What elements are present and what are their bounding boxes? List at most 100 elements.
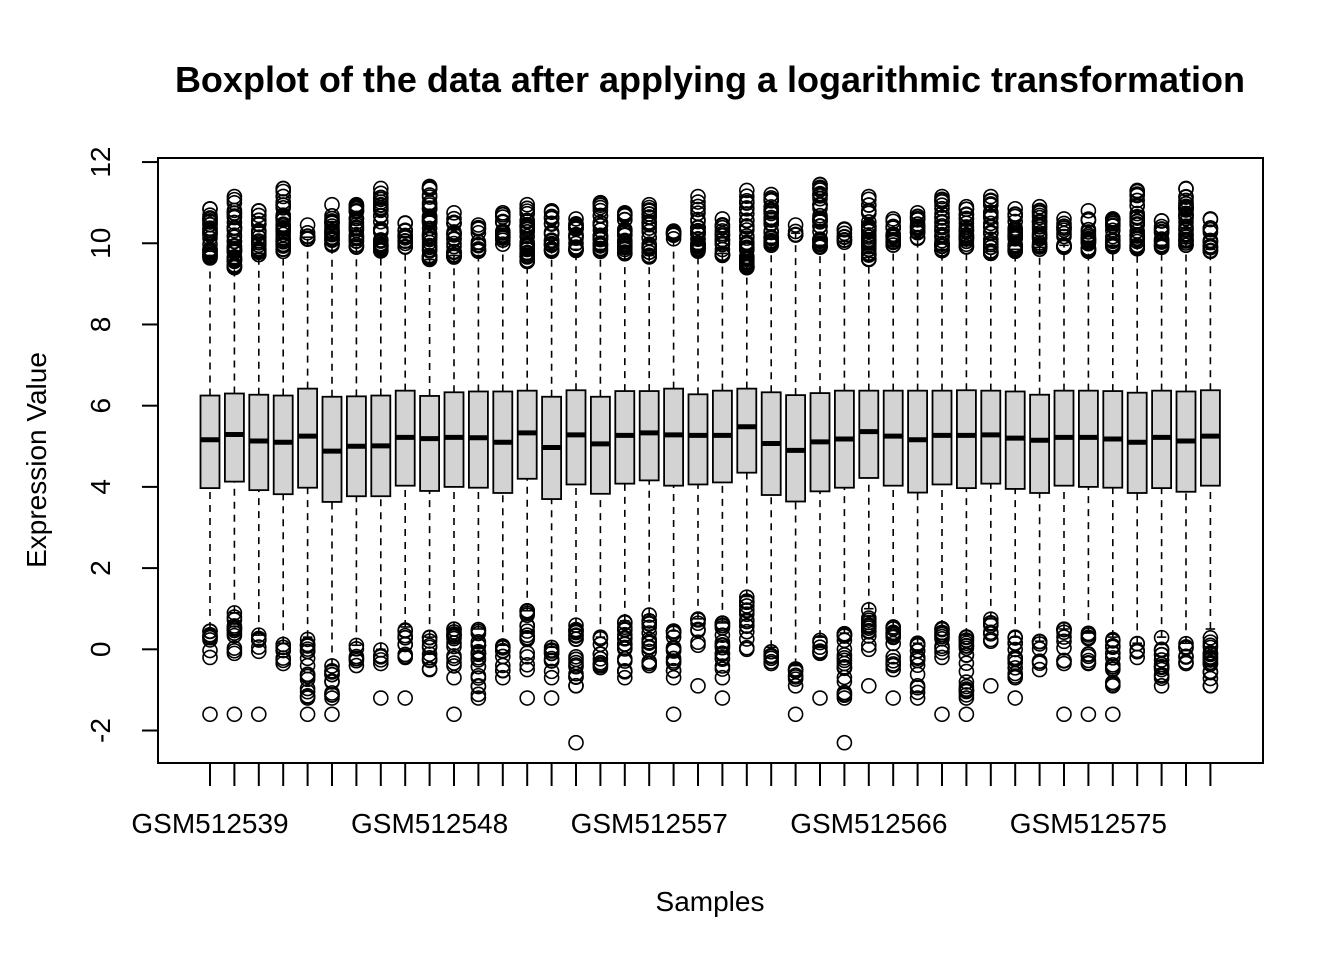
outlier-point: [519, 690, 536, 706]
x-tick-label: GSM512575: [1010, 808, 1167, 839]
chart-title: Boxplot of the data after applying a log…: [175, 59, 1245, 100]
box-iqr: [223, 392, 245, 483]
outlier-point: [324, 196, 340, 213]
outlier-point: [641, 196, 658, 213]
outlier-point: [738, 598, 755, 614]
x-tick-label: GSM512566: [790, 808, 947, 839]
outlier-point: [202, 706, 218, 723]
outlier-point: [543, 653, 560, 669]
outlier-point: [738, 212, 755, 229]
sample-box: [931, 188, 953, 723]
outlier-point: [299, 638, 316, 654]
outlier-point: [568, 654, 584, 671]
outlier-point: [470, 637, 487, 654]
outlier-point: [226, 242, 243, 258]
outlier-point: [836, 232, 853, 248]
x-axis: GSM512539 GSM512548 GSM512557 GSM512566 GSM5…: [131, 763, 1212, 839]
outlier-point: [690, 615, 706, 632]
outlier-point: [641, 657, 658, 674]
outlier-point: [372, 233, 389, 249]
outlier-point: [250, 202, 267, 219]
sample-box: [882, 211, 904, 706]
outlier-point: [348, 202, 365, 219]
outlier-point: [982, 218, 999, 235]
outlier-point: [494, 662, 511, 679]
outlier-point: [1080, 243, 1097, 259]
outlier-point: [568, 239, 584, 255]
outlier-point: [860, 188, 877, 205]
outlier-point: [348, 657, 365, 674]
outlier-point: [397, 239, 414, 255]
box-iqr: [956, 389, 977, 490]
outlier-point: [763, 643, 780, 660]
outlier-point: [738, 593, 755, 609]
outlier-point: [299, 657, 316, 674]
outlier-point: [446, 648, 462, 664]
outlier-point: [324, 666, 340, 683]
outlier-point: [1105, 637, 1121, 654]
outlier-point: [738, 259, 755, 275]
outlier-point: [1153, 641, 1170, 658]
outlier-point: [348, 222, 365, 239]
outlier-point: [714, 235, 731, 251]
outlier-point: [372, 652, 389, 668]
outlier-point: [690, 188, 706, 205]
box-iqr: [687, 393, 709, 486]
outlier-point: [738, 182, 755, 199]
outlier-point: [519, 603, 536, 619]
outlier-point: [1105, 217, 1121, 234]
outlier-point: [860, 610, 877, 626]
outlier-point: [1153, 221, 1170, 238]
outlier-point: [665, 650, 682, 667]
outlier-point: [397, 629, 414, 646]
sample-box: [345, 196, 367, 674]
outlier-point: [665, 669, 682, 686]
outlier-point: [1056, 629, 1072, 645]
box-iqr: [1029, 393, 1050, 494]
outlier-point: [519, 212, 536, 229]
outlier-point: [763, 209, 780, 226]
outlier-point: [1129, 649, 1145, 666]
outlier-point: [1056, 633, 1072, 650]
outlier-point: [250, 706, 267, 723]
x-axis-label: Samples: [656, 886, 765, 917]
outlier-point: [860, 197, 877, 213]
y-tick-label: 10: [85, 228, 116, 259]
outlier-point: [1080, 230, 1097, 247]
outlier-point: [1129, 205, 1145, 222]
outlier-point: [275, 655, 292, 672]
outlier-point: [324, 226, 340, 243]
outlier-point: [714, 669, 731, 686]
outlier-point: [519, 649, 536, 665]
outlier-point: [860, 245, 877, 261]
outlier-point: [714, 645, 731, 661]
outlier-point: [470, 690, 487, 706]
outlier-point: [1202, 656, 1219, 673]
outlier-point: [860, 637, 877, 653]
outlier-point: [616, 669, 633, 686]
outlier-point: [738, 602, 755, 618]
outlier-point: [519, 631, 536, 648]
outlier-point: [250, 207, 267, 224]
outlier-point: [324, 662, 340, 679]
outlier-point: [1105, 211, 1121, 227]
outlier-point: [1080, 706, 1097, 723]
outlier-point: [1129, 198, 1145, 214]
outlier-point: [1056, 640, 1072, 656]
outlier-point: [714, 617, 731, 634]
outlier-point: [1105, 633, 1121, 649]
sample-box: [785, 217, 806, 723]
outlier-point: [860, 214, 877, 230]
outlier-point: [812, 690, 828, 706]
outlier-point: [738, 188, 755, 205]
outlier-point: [592, 202, 609, 219]
outlier-point: [446, 249, 462, 265]
outlier-point: [1178, 640, 1194, 656]
outlier-point: [909, 649, 926, 665]
outlier-point: [812, 645, 828, 662]
outlier-point: [1129, 240, 1145, 257]
outlier-point: [1202, 639, 1219, 656]
outlier-point: [275, 241, 292, 258]
outlier-point: [470, 686, 487, 703]
outlier-point: [885, 628, 902, 644]
